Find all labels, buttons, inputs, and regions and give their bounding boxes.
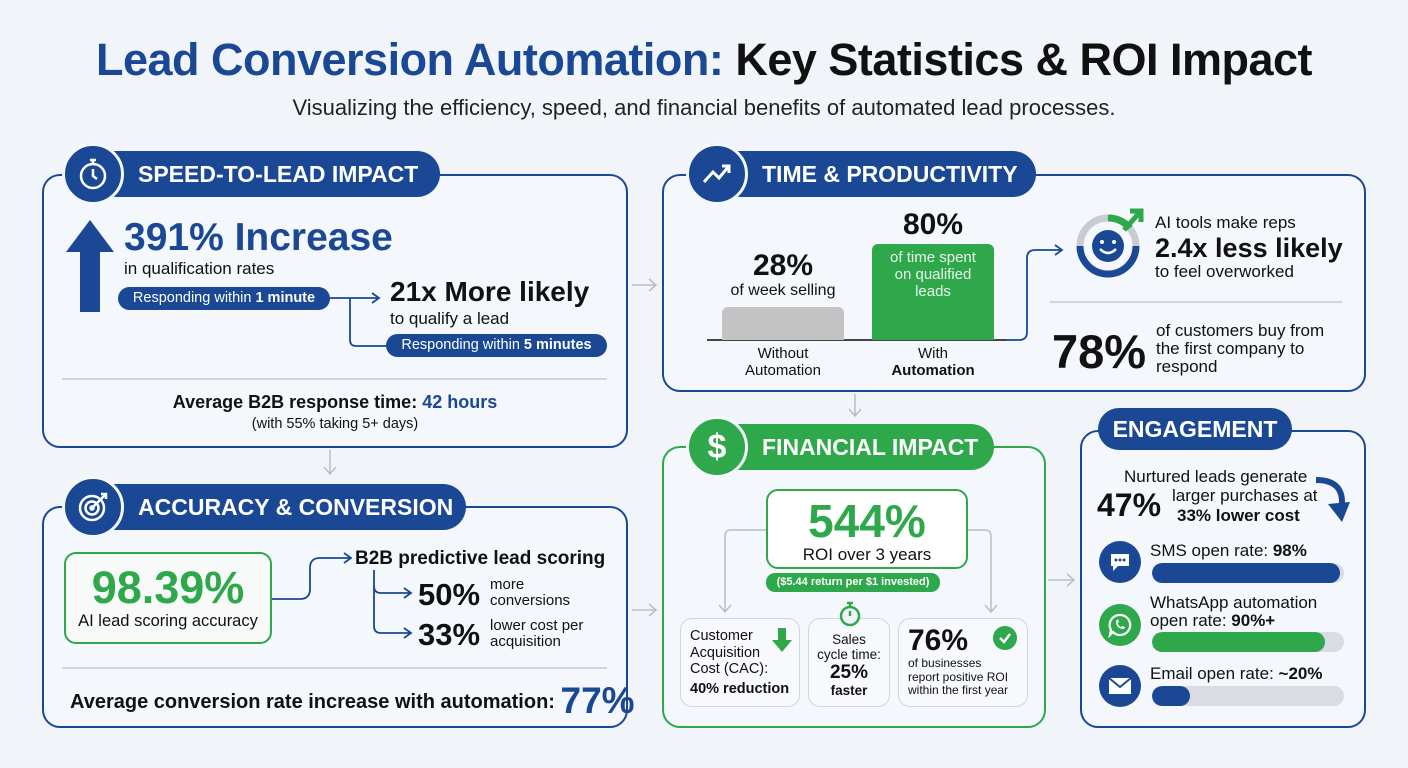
positive-roi-text: of businesses report positive ROI within t…: [908, 656, 1009, 697]
whatsapp-icon: [1099, 604, 1141, 646]
financial-flow-arrows: [718, 529, 998, 614]
target-icon: [62, 476, 124, 538]
baseline: [707, 339, 1007, 341]
connector-accuracy-financial: [632, 603, 658, 617]
accuracy-value: 98.39%: [91, 562, 245, 613]
sms-label: SMS open rate: 98%: [1150, 541, 1307, 560]
nurture-line3: 33% lower cost: [1177, 506, 1300, 525]
time-header-text: TIME & PRODUCTIVITY: [762, 161, 1018, 187]
up-arrow-icon: [66, 220, 114, 312]
avg-conversion-increase: Average conversion rate increase with au…: [70, 680, 635, 721]
qualification-increase: 391% Increase: [124, 216, 393, 259]
more-likely-sub: to qualify a lead: [390, 309, 510, 328]
connector-time-financial: [848, 394, 862, 418]
time-header: TIME & PRODUCTIVITY: [686, 143, 1036, 205]
connector-speed-accuracy: [323, 450, 337, 476]
nurture-line2: larger purchases at: [1172, 486, 1318, 505]
with-label: With Automation: [891, 345, 975, 379]
scoring-item-value: 50%: [418, 577, 481, 612]
speed-header-text: SPEED-TO-LEAD IMPACT: [138, 161, 419, 187]
connector-financial-engagement: [1048, 573, 1076, 587]
bar-without-automation: [722, 306, 844, 340]
curved-arrow-icon: [1315, 477, 1350, 522]
page-title: Lead Conversion Automation: Key Statisti…: [0, 34, 1408, 86]
whatsapp-label: WhatsApp automation open rate: 90%+: [1150, 593, 1318, 630]
trending-up-icon: [686, 143, 748, 205]
divider: [1050, 301, 1342, 303]
nurture-line1: Nurtured leads generate: [1124, 467, 1308, 486]
bar-fill: [1152, 686, 1191, 706]
scoring-item-text: more conversions: [490, 576, 571, 609]
engagement-header: ENGAGEMENT: [1098, 408, 1292, 450]
accuracy-flow-arrows: [272, 552, 352, 600]
pill-1-minute: Responding within 1 minute: [118, 287, 330, 310]
title-part1: Lead Conversion Automation:: [95, 34, 724, 85]
email-label: Email open rate: ~20%: [1150, 664, 1323, 683]
scoring-item-value: 33%: [418, 617, 481, 652]
chat-icon: [1099, 541, 1141, 583]
bar-fill: [1152, 563, 1341, 583]
with-value: 80%: [902, 208, 964, 241]
connector-speed-time: [632, 278, 658, 292]
accuracy-box: [64, 552, 272, 644]
without-desc: of week selling: [730, 282, 836, 299]
roi-label: ROI over 3 years: [802, 545, 932, 564]
happy-face-icon: [1076, 208, 1144, 278]
speed-to-lead-panel: [42, 174, 628, 448]
bar-with-automation: [872, 244, 994, 340]
ai-tools-text: AI tools make reps: [1155, 213, 1296, 232]
accuracy-header: ACCURACY & CONVERSION: [62, 476, 466, 538]
stopwatch-icon: [839, 601, 861, 627]
scoring-branch-arrows: [373, 570, 413, 639]
ai-overworked-text: to feel overworked: [1155, 262, 1294, 281]
customers-text: of customers buy from the first company t…: [1156, 321, 1325, 376]
subtitle: Visualizing the efficiency, speed, and f…: [292, 95, 1116, 120]
financial-header: $ FINANCIAL IMPACT: [686, 416, 994, 478]
without-value: 28%: [752, 249, 814, 282]
divider: [62, 667, 607, 669]
qualification-sub: in qualification rates: [124, 259, 275, 278]
email-open-rate-bar: [1152, 686, 1344, 706]
nurture-value: 47%: [1097, 487, 1162, 523]
pill-5-minutes: Responding within 5 minutes: [386, 334, 607, 357]
bar-fill: [1152, 632, 1325, 652]
down-arrow-icon: [772, 628, 792, 652]
positive-roi-value: 76%: [908, 624, 969, 657]
avg-response-note: (with 55% taking 5+ days): [251, 416, 419, 432]
engagement-header-text: ENGAGEMENT: [1112, 416, 1278, 442]
divider: [62, 378, 607, 380]
financial-header-text: FINANCIAL IMPACT: [762, 434, 979, 460]
scoring-title: B2B predictive lead scoring: [355, 548, 606, 569]
more-likely: 21x More likely: [390, 276, 590, 307]
title-part2: Key Statistics & ROI Impact: [735, 34, 1313, 85]
check-circle-icon: [993, 626, 1017, 650]
avg-response-time: Average B2B response time: 42 hours: [172, 392, 498, 412]
mail-icon: [1099, 665, 1141, 707]
roi-value: 544%: [808, 495, 926, 547]
whatsapp-open-rate-bar: [1152, 632, 1344, 652]
dollar-icon: $: [686, 416, 748, 478]
speed-header: SPEED-TO-LEAD IMPACT: [62, 143, 440, 205]
customers-value: 78%: [1052, 325, 1147, 378]
roi-note: ($5.44 return per $1 invested): [766, 573, 940, 592]
accuracy-label: AI lead scoring accuracy: [78, 612, 258, 630]
cac-text: Customer Acquisition Cost (CAC): 40% reduct…: [690, 628, 790, 697]
roi-box: [766, 489, 968, 569]
scoring-item-text: lower cost per acquisition: [490, 617, 584, 650]
time-productivity-panel: [662, 174, 1366, 392]
without-label: Without Automation: [745, 345, 821, 379]
stopwatch-icon: [62, 143, 124, 205]
sales-cycle-text: Sales cycle time: 25% faster: [817, 632, 881, 698]
with-desc: of time spent on qualified leads: [890, 249, 976, 300]
accuracy-header-text: ACCURACY & CONVERSION: [138, 494, 454, 520]
time-flow-arrow: [1007, 244, 1064, 341]
ai-less-likely: 2.4x less likely: [1155, 233, 1343, 263]
sms-open-rate-bar: [1152, 563, 1344, 583]
speed-flow-arrows: [330, 292, 388, 347]
